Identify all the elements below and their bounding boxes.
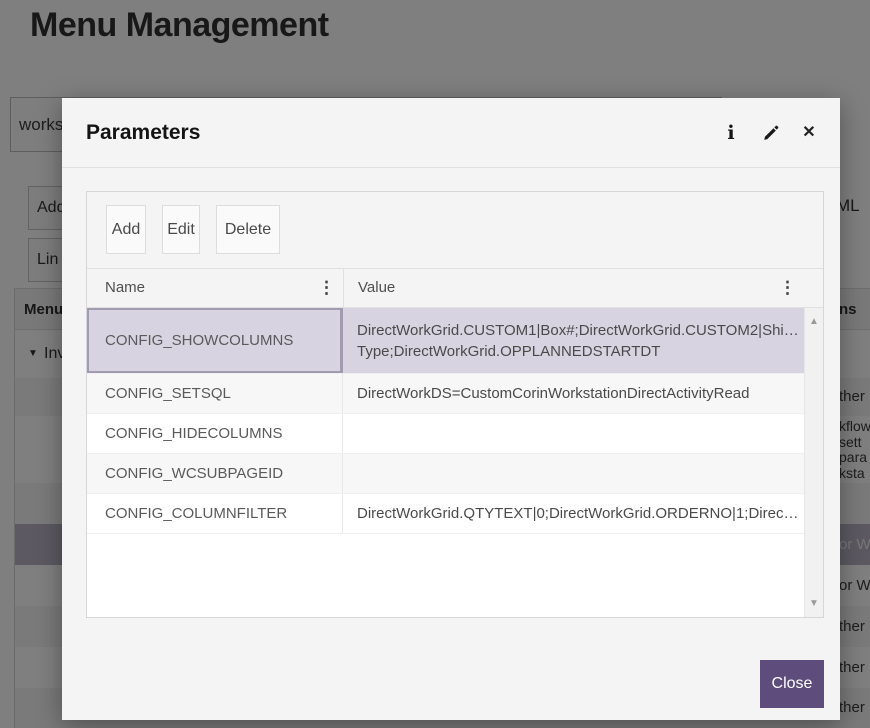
table-row-config-hidecolumns[interactable]: CONFIG_HIDECOLUMNS <box>87 414 804 454</box>
add-button[interactable]: Add <box>106 205 146 254</box>
scroll-down-icon[interactable]: ▼ <box>809 598 819 609</box>
name-column-menu-icon[interactable]: ⋮ <box>318 278 335 297</box>
value-column-menu-icon[interactable]: ⋮ <box>779 278 796 297</box>
scroll-up-icon[interactable]: ▲ <box>809 316 819 327</box>
grid-rows: CONFIG_SHOWCOLUMNS DirectWorkGrid.CUSTOM… <box>87 308 804 617</box>
dialog-title: Parameters <box>86 121 201 144</box>
name-column-header[interactable]: Name ⋮ <box>87 269 343 307</box>
table-row-config-columnfilter[interactable]: CONFIG_COLUMNFILTER DirectWorkGrid.QTYTE… <box>87 494 804 534</box>
cell-value: DirectWorkGrid.QTYTEXT|0;DirectWorkGrid.… <box>357 505 799 522</box>
cell-name: CONFIG_SETSQL <box>87 374 343 413</box>
dialog-header: Parameters i ✕ <box>62 98 840 168</box>
grid-body: CONFIG_SHOWCOLUMNS DirectWorkGrid.CUSTOM… <box>87 308 823 617</box>
info-icon[interactable]: i <box>727 121 735 144</box>
dialog-header-icons: i ✕ <box>722 98 818 168</box>
close-icon[interactable]: ✕ <box>802 124 816 141</box>
vertical-scrollbar[interactable]: ▲ ▼ <box>804 308 823 617</box>
value-column-header[interactable]: Value ⋮ <box>343 269 804 307</box>
cell-name: CONFIG_SHOWCOLUMNS <box>87 308 343 373</box>
scrollbar-gutter <box>804 269 823 307</box>
parameters-dialog: Parameters i ✕ Add Edit Delete Name ⋮ <box>62 98 840 720</box>
cell-value <box>343 414 804 453</box>
edit-pencil-icon[interactable] <box>761 124 779 142</box>
cell-name: CONFIG_HIDECOLUMNS <box>87 414 343 453</box>
grid-toolbar: Add Edit Delete <box>87 192 823 268</box>
cell-name: CONFIG_COLUMNFILTER <box>87 494 343 533</box>
delete-button[interactable]: Delete <box>216 205 280 254</box>
cell-value <box>343 454 804 493</box>
table-row-config-wcsubpageid[interactable]: CONFIG_WCSUBPAGEID <box>87 454 804 494</box>
edit-button[interactable]: Edit <box>162 205 200 254</box>
table-row-config-showcolumns[interactable]: CONFIG_SHOWCOLUMNS DirectWorkGrid.CUSTOM… <box>87 308 804 374</box>
close-button[interactable]: Close <box>760 660 824 708</box>
table-row-config-setsql[interactable]: CONFIG_SETSQL DirectWorkDS=CustomCorinWo… <box>87 374 804 414</box>
cell-value: DirectWorkGrid.CUSTOM1|Box#;DirectWorkGr… <box>357 321 799 360</box>
cell-name: CONFIG_WCSUBPAGEID <box>87 454 343 493</box>
cell-value: DirectWorkDS=CustomCorinWorkstationDirec… <box>357 385 750 402</box>
grid-header-row: Name ⋮ Value ⋮ <box>87 268 823 308</box>
parameters-grid-panel: Add Edit Delete Name ⋮ Value ⋮ CONFIG_SH… <box>86 191 824 618</box>
